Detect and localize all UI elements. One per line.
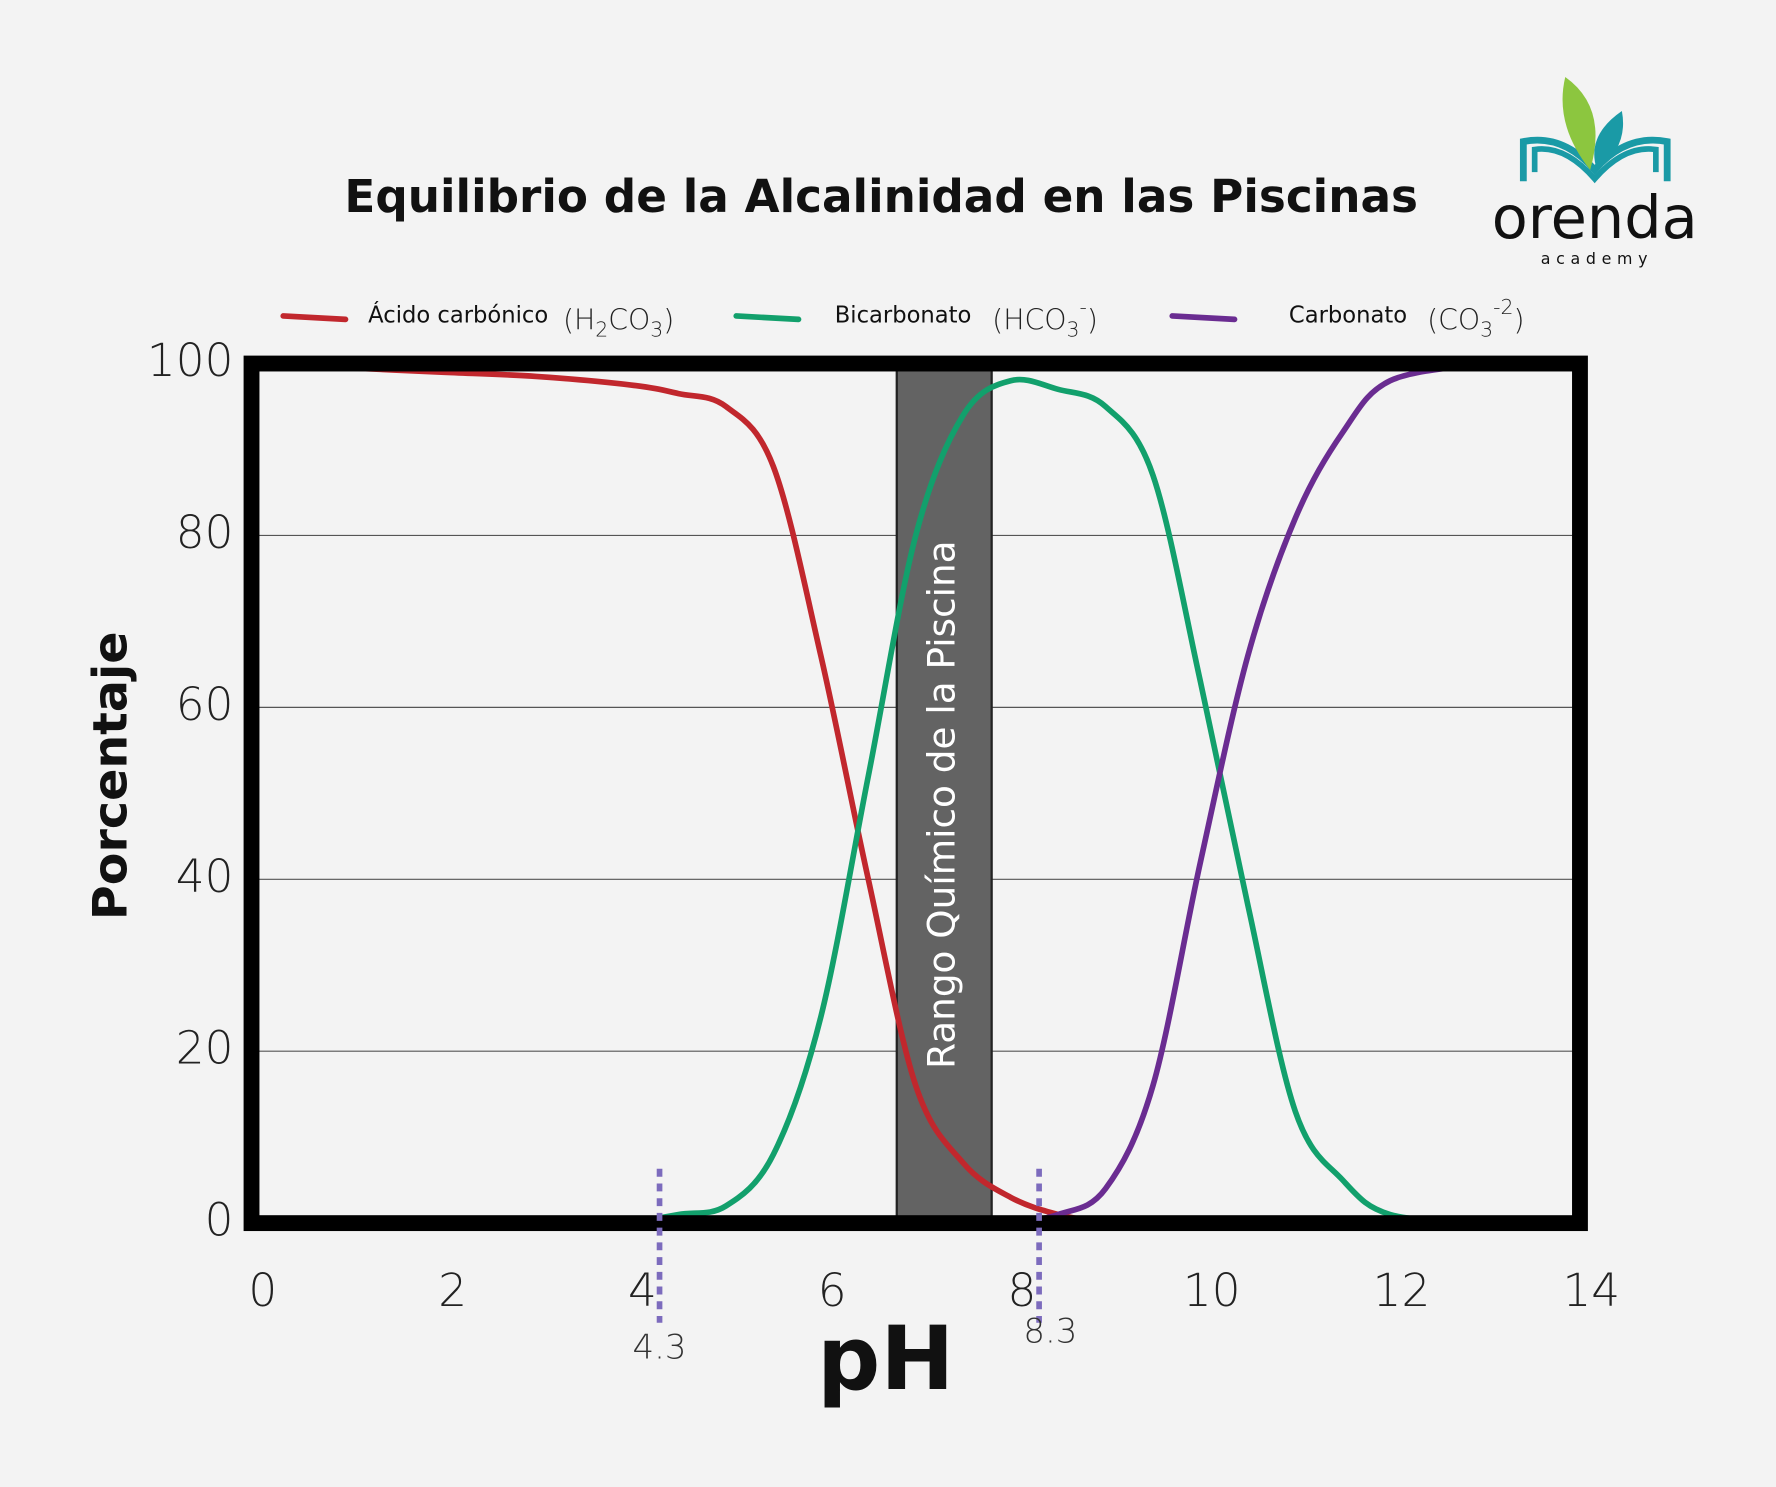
logo-tagline: academy [1541,249,1653,268]
chart-title: Equilibrio de la Alcalinidad en las Pisc… [344,170,1418,223]
formula-part: 3 [1067,318,1080,342]
x-tick-label: 14 [1562,1264,1620,1317]
formula-part: (CO [1427,304,1480,337]
legend-swatch [280,313,349,323]
formula-part: CO [608,304,650,337]
formula-part: 2 [595,318,608,342]
x-tick-label: 2 [438,1264,467,1317]
series-line [251,360,1107,1226]
legend-formula: (H2​CO3​) [563,304,674,342]
x-tick-label: 0 [248,1264,277,1317]
y-tick-label: 0 [205,1194,234,1247]
y-tick-label: 40 [176,850,234,903]
x-tick-label: 10 [1183,1264,1241,1317]
logo-name: orenda [1492,183,1698,252]
x-tick-label: 4 [628,1264,657,1317]
x-tick-label: 8 [1008,1264,1037,1317]
formula-part: ) [663,304,674,337]
y-axis-label: Porcentaje [83,631,138,920]
formula-part: ) [1087,304,1098,337]
x-axis-label: pH [817,1307,954,1410]
series-line [1010,360,1486,1226]
marker-label: 8.3 [1023,1311,1077,1351]
x-tick-label: 12 [1373,1264,1431,1317]
marker-label: 4.3 [633,1327,687,1367]
formula-part: (HCO [992,304,1066,337]
band-label: Rango Químico de la Piscina [920,540,964,1068]
legend-label: Bicarbonato [835,302,972,328]
y-tick-label: 20 [176,1022,234,1075]
legend-formula: (HCO3​-​) [992,295,1098,342]
y-tick-label: 60 [176,678,234,731]
formula-part: 3 [650,318,663,342]
x-tick-label: 6 [818,1264,847,1317]
y-tick-label: 80 [176,506,234,559]
legend-label: Ácido carbónico [368,300,548,328]
legend-swatch [1169,313,1238,323]
series-line [630,376,1486,1226]
formula-part: -2 [1493,295,1513,319]
legend-swatch [733,313,802,323]
formula-part: ) [1513,304,1524,337]
legend-label: Carbonato [1289,302,1407,328]
formula-part: - [1080,295,1087,319]
formula-part: (H [563,304,595,337]
logo-icon [1519,77,1671,184]
legend-formula: (CO3​-2​) [1427,295,1524,342]
plot-frame [243,355,1588,1232]
formula-part: 3 [1480,318,1493,342]
y-tick-label: 100 [147,334,233,387]
